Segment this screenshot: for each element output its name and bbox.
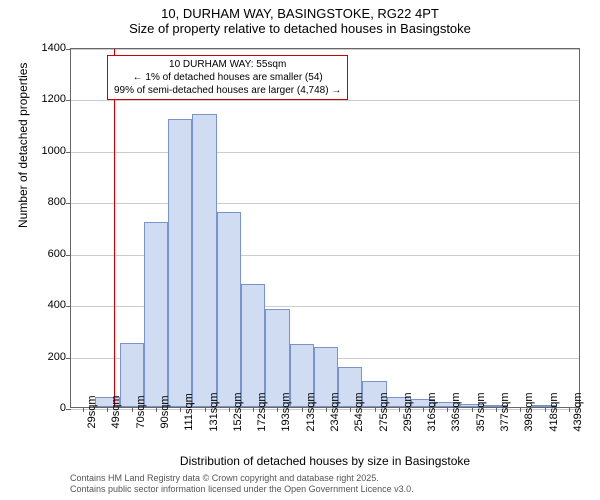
gridline [71, 100, 579, 101]
credit-line-2: Contains public sector information licen… [70, 484, 414, 496]
xtick-mark [375, 407, 376, 412]
xtick-label: 172sqm [256, 392, 268, 431]
annotation-line: 99% of semi-detached houses are larger (… [114, 84, 341, 97]
ytick-mark [66, 358, 71, 359]
histogram-bar [192, 114, 216, 407]
ytick-label: 1200 [42, 93, 66, 105]
ytick-label: 400 [48, 299, 66, 311]
credit-line-1: Contains HM Land Registry data © Crown c… [70, 473, 414, 485]
xtick-mark [399, 407, 400, 412]
histogram-bar [168, 119, 192, 407]
xtick-label: 49sqm [110, 395, 122, 428]
xtick-label: 316sqm [426, 392, 438, 431]
xtick-label: 254sqm [353, 392, 365, 431]
chart-title: 10, DURHAM WAY, BASINGSTOKE, RG22 4PT [0, 0, 600, 21]
histogram-bar [241, 284, 265, 407]
xtick-label: 111sqm [183, 393, 195, 431]
xtick-mark [229, 407, 230, 412]
x-axis-label: Distribution of detached houses by size … [70, 454, 580, 468]
xtick-mark [350, 407, 351, 412]
xtick-label: 213sqm [305, 392, 317, 431]
ytick-mark [66, 152, 71, 153]
ytick-label: 200 [48, 351, 66, 363]
annotation-box: 10 DURHAM WAY: 55sqm← 1% of detached hou… [107, 55, 348, 100]
xtick-mark [253, 407, 254, 412]
histogram-bar [144, 222, 168, 407]
xtick-label: 29sqm [86, 395, 98, 428]
xtick-label: 418sqm [548, 392, 560, 431]
annotation-line: ← 1% of detached houses are smaller (54) [114, 71, 341, 84]
xtick-mark [472, 407, 473, 412]
xtick-label: 336sqm [450, 392, 462, 431]
ytick-label: 1400 [42, 42, 66, 54]
xtick-label: 70sqm [135, 395, 147, 428]
ytick-label: 800 [48, 196, 66, 208]
annotation-line: 10 DURHAM WAY: 55sqm [114, 58, 341, 71]
xtick-mark [132, 407, 133, 412]
xtick-mark [205, 407, 206, 412]
xtick-mark [156, 407, 157, 412]
ytick-mark [66, 49, 71, 50]
xtick-label: 131sqm [208, 392, 220, 431]
xtick-mark [83, 407, 84, 412]
xtick-mark [423, 407, 424, 412]
xtick-label: 90sqm [159, 395, 171, 428]
gridline [71, 203, 579, 204]
chart-subtitle: Size of property relative to detached ho… [0, 21, 600, 40]
ytick-label: 0 [60, 402, 66, 414]
xtick-label: 439sqm [572, 392, 584, 431]
y-axis-label: Number of detached properties [16, 63, 30, 228]
ytick-mark [66, 409, 71, 410]
ytick-mark [66, 255, 71, 256]
xtick-label: 193sqm [280, 392, 292, 431]
xtick-mark [302, 407, 303, 412]
xtick-label: 357sqm [475, 392, 487, 431]
xtick-label: 152sqm [232, 392, 244, 431]
xtick-label: 398sqm [523, 392, 535, 431]
xtick-mark [326, 407, 327, 412]
xtick-mark [447, 407, 448, 412]
xtick-label: 234sqm [329, 392, 341, 431]
xtick-mark [520, 407, 521, 412]
ytick-label: 1000 [42, 145, 66, 157]
ytick-mark [66, 306, 71, 307]
gridline [71, 152, 579, 153]
plot-area: 10 DURHAM WAY: 55sqm← 1% of detached hou… [70, 48, 580, 408]
credits: Contains HM Land Registry data © Crown c… [70, 473, 414, 496]
xtick-mark [277, 407, 278, 412]
ytick-mark [66, 203, 71, 204]
ytick-mark [66, 100, 71, 101]
gridline [71, 49, 579, 50]
xtick-mark [180, 407, 181, 412]
xtick-mark [496, 407, 497, 412]
xtick-mark [107, 407, 108, 412]
xtick-label: 295sqm [402, 392, 414, 431]
xtick-mark [545, 407, 546, 412]
property-marker-line [114, 49, 115, 407]
ytick-label: 600 [48, 248, 66, 260]
histogram-bar [217, 212, 241, 407]
xtick-label: 377sqm [499, 392, 511, 431]
xtick-label: 275sqm [378, 392, 390, 431]
xtick-mark [569, 407, 570, 412]
